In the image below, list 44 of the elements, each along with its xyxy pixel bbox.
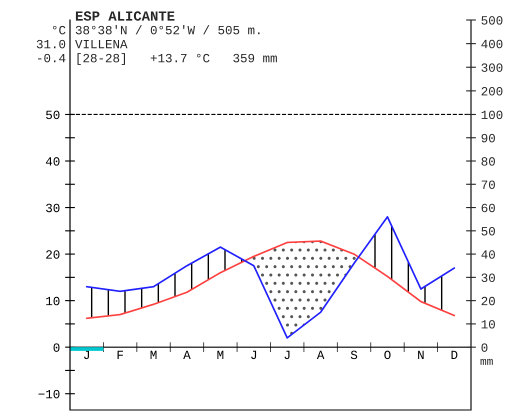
x-tick-label: F	[118, 350, 123, 360]
x-tick-label: D	[452, 350, 458, 360]
y2-tick-label: 50	[482, 226, 495, 236]
y2-tick-label: 60	[482, 204, 495, 212]
x-tick-label: S	[350, 350, 358, 360]
chart-title: ESP ALICANTE	[76, 11, 174, 21]
y-tick-label: 10	[46, 296, 60, 306]
y2-tick-label: 0	[481, 343, 488, 352]
y2-tick-label: 70	[482, 180, 495, 189]
text: mm	[480, 358, 493, 365]
x-tick-label: A	[316, 350, 324, 360]
y2-tick-label: 30	[482, 274, 495, 282]
text: °C	[52, 26, 66, 34]
x-tick-label: M	[150, 350, 156, 360]
y2-tick-label: 20	[482, 296, 495, 306]
y-tick-label: 30	[46, 204, 60, 212]
y2-tick-label: 10	[482, 320, 495, 329]
y2-tick-label: 90	[482, 134, 495, 142]
y2-tick-label: 40	[481, 250, 495, 259]
x-tick-label: J	[84, 350, 89, 360]
y3-tick-label: 200	[482, 87, 502, 96]
y-tick-label: 50	[46, 110, 60, 120]
y-tick-label: 20	[46, 250, 60, 259]
annotation: 38°38'N / 0°52'W / 505 m.	[76, 25, 260, 34]
y3-tick-label: 400	[481, 40, 502, 48]
x-tick-label: J	[251, 350, 256, 360]
y3-tick-label: 500	[482, 16, 502, 25]
x-tick-label: J	[284, 350, 290, 360]
x-tick-label: M	[217, 350, 224, 360]
annotation: [28-28] +13.7 °C 359 mm	[78, 53, 277, 65]
annotation: VILLENA	[75, 40, 128, 48]
x-tick-label: N	[418, 350, 424, 360]
x-tick-label: A	[183, 350, 191, 360]
y-tick-label: −10	[38, 390, 60, 398]
text: -0.4	[38, 54, 66, 62]
text: 31.0	[36, 40, 66, 48]
line-series	[86, 216, 456, 339]
y-tick-label: 0	[54, 343, 60, 352]
y-tick-label: 40	[46, 157, 60, 166]
y2-tick-label: 100	[482, 110, 502, 120]
y3-tick-label: 300	[482, 63, 502, 72]
y2-tick-label: 80	[482, 157, 495, 166]
line-series	[86, 240, 456, 320]
x-tick-label: O	[384, 350, 391, 360]
